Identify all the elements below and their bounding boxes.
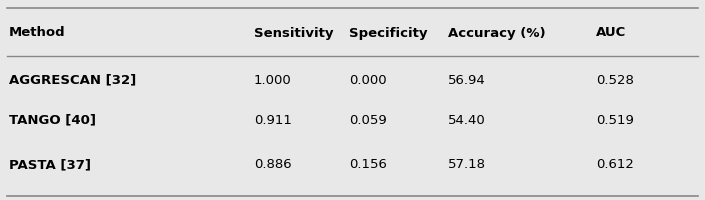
Text: 0.519: 0.519: [596, 114, 634, 127]
Text: 0.911: 0.911: [254, 114, 292, 127]
Text: 0.528: 0.528: [596, 73, 634, 86]
Text: AUC: AUC: [596, 26, 626, 40]
Text: PASTA [37]: PASTA [37]: [9, 158, 91, 171]
Text: 54.40: 54.40: [448, 114, 486, 127]
Text: 0.000: 0.000: [349, 73, 386, 86]
Text: 57.18: 57.18: [448, 158, 486, 171]
Text: Method: Method: [9, 26, 66, 40]
Text: Accuracy (%): Accuracy (%): [448, 26, 545, 40]
Text: TANGO [40]: TANGO [40]: [9, 114, 96, 127]
Text: 0.156: 0.156: [349, 158, 387, 171]
Text: 1.000: 1.000: [254, 73, 292, 86]
Text: 56.94: 56.94: [448, 73, 486, 86]
Text: Specificity: Specificity: [349, 26, 427, 40]
Text: AGGRESCAN [32]: AGGRESCAN [32]: [9, 73, 136, 86]
Text: 0.059: 0.059: [349, 114, 387, 127]
Text: 0.612: 0.612: [596, 158, 634, 171]
Text: 0.886: 0.886: [254, 158, 291, 171]
Text: Sensitivity: Sensitivity: [254, 26, 333, 40]
